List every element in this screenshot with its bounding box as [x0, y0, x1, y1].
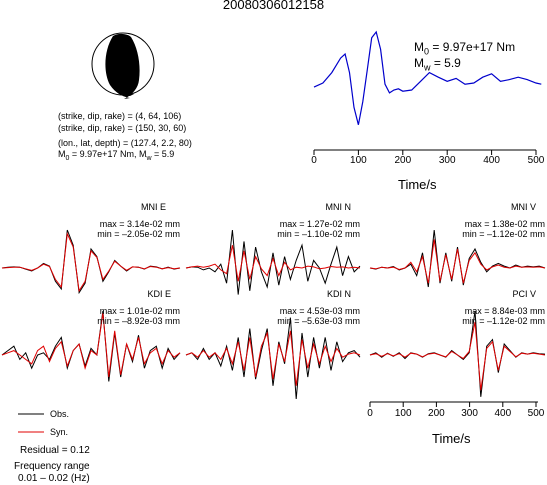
max-label: max = 1.38e-02 mm: [464, 219, 545, 229]
legend-obs: Obs.: [50, 409, 70, 419]
stf-mw-value: = 5.9: [430, 56, 461, 70]
syn-trace: [1, 231, 181, 293]
syn-trace: [185, 245, 361, 282]
obs-trace: [185, 317, 361, 400]
stf-tick-label: 300: [438, 155, 456, 166]
axes: [313, 149, 538, 407]
bottom-xlabel: Time/s: [432, 431, 471, 446]
stf-line: [313, 30, 542, 125]
bottom-tick-label: 200: [428, 408, 445, 419]
beach-ball: [91, 32, 155, 100]
stf-moment-label: M0 = 9.97e+17 Nm: [414, 40, 515, 56]
waveform-panel: [1, 229, 181, 295]
station-label: KDI E: [147, 289, 171, 299]
event-title: 20080306012158: [222, 0, 325, 12]
focal-compressional-quadrant: [105, 33, 140, 100]
station-label: MNI V: [510, 202, 536, 212]
syn-trace: [1, 313, 181, 378]
mw-sub: w: [146, 154, 152, 162]
min-label: min = –1.12e-02 mm: [462, 316, 545, 326]
legend-syn: Syn.: [50, 427, 69, 437]
obs-trace: [1, 229, 181, 295]
stf-m0-sub: 0: [424, 46, 430, 57]
station-label: MNI E: [140, 202, 166, 212]
max-label: max = 3.14e-02 mm: [99, 219, 180, 229]
moment-sub: 0: [65, 154, 70, 162]
station-label: PCI V: [512, 289, 536, 299]
stf-xlabel: Time/s: [398, 177, 437, 192]
frequency-title: Frequency range: [14, 461, 90, 472]
syn-trace: [369, 321, 546, 391]
min-label: min = –5.63e-03 mm: [277, 316, 360, 326]
max-label: max = 1.01e-02 mm: [99, 306, 180, 316]
obs-trace: [185, 229, 361, 295]
bottom-tick-label: 300: [461, 408, 478, 419]
moment-symbol: M: [58, 149, 66, 159]
frequency-range: 0.01 – 0.02 (Hz): [18, 473, 90, 484]
stf-m0-value: = 9.97e+17 Nm: [429, 40, 516, 54]
min-label: min = –1.12e-02 mm: [462, 229, 545, 239]
bottom-tick-label: 0: [367, 408, 373, 419]
min-label: min = –2.05e-02 mm: [97, 229, 180, 239]
stf-mw-symbol: M: [414, 56, 424, 70]
syn-trace: [185, 330, 361, 386]
focal-location: (lon., lat, depth) = (127.4, 2.2, 80): [58, 138, 192, 148]
obs-trace: [1, 310, 181, 382]
focal-lower-patch: [123, 93, 134, 96]
bottom-tick-label: 100: [394, 408, 412, 419]
residual-label: Residual = 0.12: [20, 445, 90, 456]
min-label: min = –1.10e-02 mm: [277, 229, 360, 239]
waveform-panels: [1, 229, 546, 400]
stf-plot: [313, 30, 542, 125]
stf-mw-label: Mw = 5.9: [414, 56, 461, 72]
station-label: KDI N: [326, 289, 351, 299]
bottom-tick-label: 500: [527, 408, 545, 419]
waveform-panel: [1, 310, 181, 382]
waveform-panel: [369, 229, 546, 288]
max-label: max = 1.27e-02 mm: [279, 219, 360, 229]
waveform-panel: [185, 317, 361, 400]
syn-trace: [369, 239, 546, 284]
focal-moment: M0 = 9.97e+17 Nm, Mw = 5.9: [58, 149, 174, 162]
stf-tick-label: 400: [483, 155, 500, 166]
max-label: max = 8.84e-03 mm: [464, 306, 545, 316]
legend-lines: [18, 413, 44, 433]
stf-tick-label: 100: [350, 155, 367, 166]
stf-tick-label: 500: [527, 155, 545, 166]
min-label: min = –8.92e-03 mm: [97, 316, 180, 326]
waveform-panel: [185, 229, 361, 295]
bottom-tick-label: 400: [494, 408, 512, 419]
station-label: MNI N: [325, 202, 352, 212]
waveform-panel: [369, 310, 546, 397]
stf-m0-symbol: M: [414, 40, 424, 54]
stf-tick-label: 0: [311, 155, 317, 166]
focal-plane-1: (strike, dip, rake) = (4, 64, 106): [58, 111, 182, 121]
mw-value: = 5.9: [151, 149, 175, 159]
stf-tick-label: 200: [394, 155, 412, 166]
moment-value: = 9.97e+17 Nm, M: [69, 149, 147, 159]
max-label: max = 4.53e-03 mm: [279, 306, 360, 316]
stf-mw-sub: w: [424, 62, 431, 73]
focal-plane-2: (strike, dip, rake) = (150, 30, 60): [58, 123, 187, 133]
